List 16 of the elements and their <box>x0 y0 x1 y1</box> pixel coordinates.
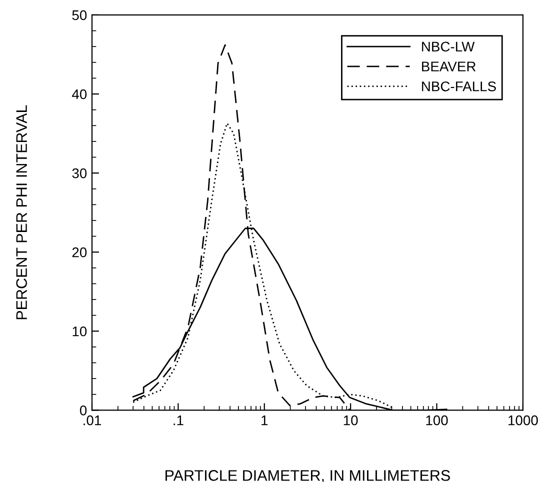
y-tick-label: 40 <box>72 89 87 100</box>
legend-label: BEAVER <box>422 62 476 72</box>
legend-label: NBC-FALLS <box>422 81 496 92</box>
y-tick-label: 50 <box>72 10 87 20</box>
y-tick-label: 0 <box>80 406 87 416</box>
y-tick-label: 20 <box>72 247 87 258</box>
x-tick-label: .1 <box>174 416 184 426</box>
legend-label: NBC-LW <box>422 42 475 52</box>
x-tick-label: 1000 <box>508 415 538 426</box>
y-tick-label: 30 <box>72 168 87 178</box>
x-tick-label: 10 <box>344 415 358 426</box>
x-tick-label: 100 <box>426 415 448 426</box>
x-tick-label: 1 <box>262 416 268 426</box>
x-tick-label: .01 <box>84 415 101 426</box>
y-tick-label: 10 <box>72 326 87 336</box>
y-axis-title: PERCENT PER PHI INTERVAL <box>16 105 28 320</box>
